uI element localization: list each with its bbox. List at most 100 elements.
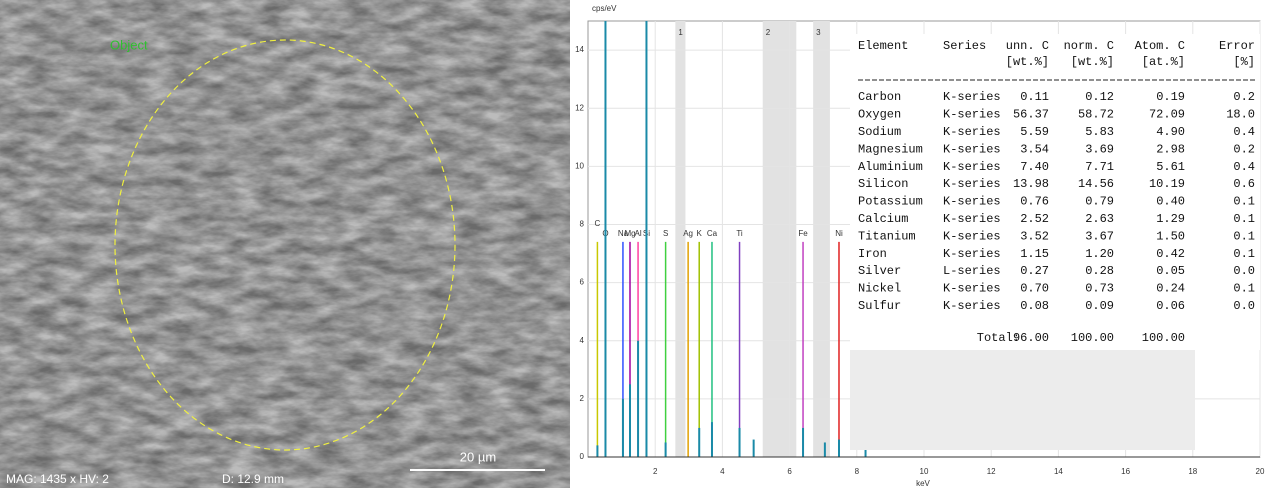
region-label: 3 <box>816 28 821 37</box>
table-cell: 0.40 <box>1156 195 1185 209</box>
y-tick-label: 6 <box>580 278 585 287</box>
table-cell: 0.1 <box>1233 247 1255 261</box>
table-cell: Aluminium <box>858 160 923 174</box>
table-cell: K-series <box>943 299 1001 313</box>
marker-label: S <box>663 229 668 238</box>
table-cell: 18.0 <box>1226 108 1255 122</box>
x-tick-label: 6 <box>787 467 792 476</box>
table-cell: 0.08 <box>1020 299 1049 313</box>
table-cell: 0.05 <box>1156 264 1185 278</box>
x-tick-label: 4 <box>720 467 725 476</box>
region <box>763 21 797 457</box>
table-cell: 0.42 <box>1156 247 1185 261</box>
table-cell: 3.69 <box>1085 142 1114 156</box>
header-cell: norm. C <box>1064 39 1114 53</box>
table-cell: 1.29 <box>1156 212 1185 226</box>
marker-label: C <box>595 219 601 228</box>
header-cell: unn. C <box>1006 39 1049 53</box>
table-cell: 0.12 <box>1085 90 1114 104</box>
x-tick-label: 16 <box>1121 467 1130 476</box>
table-cell: 0.19 <box>1156 90 1185 104</box>
sem-texture <box>0 0 570 488</box>
table-cell: K-series <box>943 195 1001 209</box>
table-cell: 0.70 <box>1020 282 1049 296</box>
table-cell: 0.79 <box>1085 195 1114 209</box>
header-cell: Error <box>1219 39 1255 53</box>
table-cell: 0.0 <box>1233 264 1255 278</box>
table-cell: 0.09 <box>1085 299 1114 313</box>
table-cell: 0.28 <box>1085 264 1114 278</box>
region-label: 1 <box>678 28 683 37</box>
table-cell: 1.20 <box>1085 247 1114 261</box>
table-cell: 1.15 <box>1020 247 1049 261</box>
table-cell: 0.06 <box>1156 299 1185 313</box>
table-cell: 0.2 <box>1233 90 1255 104</box>
x-tick-label: 18 <box>1188 467 1197 476</box>
table-cell: Iron <box>858 247 887 261</box>
table-cell: K-series <box>943 142 1001 156</box>
y-tick-label: 2 <box>580 394 585 403</box>
table-shadow <box>850 350 1195 450</box>
table-cell: Sulfur <box>858 299 901 313</box>
table-cell: 1.50 <box>1156 229 1185 243</box>
region <box>813 21 830 457</box>
table-cell: 7.71 <box>1085 160 1114 174</box>
table-cell: Oxygen <box>858 108 901 122</box>
y-tick-label: 14 <box>575 45 584 54</box>
sem-image: Object MAG: 1435 x HV: 2 D: 12.9 mm 20 µ… <box>0 0 570 488</box>
table-cell: 0.4 <box>1233 125 1255 139</box>
table-cell: Carbon <box>858 90 901 104</box>
total-cell: 100.00 <box>1071 331 1114 345</box>
y-tick-label: 4 <box>580 336 585 345</box>
table-cell: K-series <box>943 247 1001 261</box>
y-tick-label: 10 <box>575 161 584 170</box>
table-cell: K-series <box>943 282 1001 296</box>
table-cell: 5.59 <box>1020 125 1049 139</box>
sem-info: D: 12.9 mm <box>222 472 284 486</box>
marker-label: Ag <box>683 229 693 238</box>
table-cell: 0.1 <box>1233 229 1255 243</box>
x-tick-label: 8 <box>855 467 860 476</box>
region-label: Object <box>110 37 148 52</box>
header-cell: [at.%] <box>1142 55 1185 69</box>
table-cell: Potassium <box>858 195 923 209</box>
marker-label: Ti <box>736 229 743 238</box>
table-cell: K-series <box>943 229 1001 243</box>
table-cell: 5.61 <box>1156 160 1185 174</box>
total-cell: 100.00 <box>1142 331 1185 345</box>
table-cell: 58.72 <box>1078 108 1114 122</box>
table-cell: 0.27 <box>1020 264 1049 278</box>
table-cell: 3.52 <box>1020 229 1049 243</box>
x-tick-label: 10 <box>920 467 929 476</box>
marker-label: Ni <box>835 229 843 238</box>
marker-label: Fe <box>798 229 808 238</box>
table-cell: 0.2 <box>1233 142 1255 156</box>
marker-label: Ca <box>707 229 718 238</box>
marker-label: Al <box>635 229 642 238</box>
table-cell: 13.98 <box>1013 177 1049 191</box>
x-tick-label: 14 <box>1054 467 1063 476</box>
header-cell: [wt.%] <box>1071 55 1114 69</box>
table-cell: Silver <box>858 264 901 278</box>
header-cell: Series <box>943 39 986 53</box>
x-axis-label: keV <box>916 479 930 488</box>
table-cell: 2.52 <box>1020 212 1049 226</box>
header-cell: Element <box>858 39 908 53</box>
scale-label: 20 µm <box>460 449 496 464</box>
table-cell: 3.54 <box>1020 142 1049 156</box>
table-cell: Silicon <box>858 177 908 191</box>
x-tick-label: 2 <box>653 467 658 476</box>
x-tick-label: 20 <box>1256 467 1265 476</box>
region-label: 2 <box>766 28 771 37</box>
table-cell: 56.37 <box>1013 108 1049 122</box>
marker-label: K <box>697 229 703 238</box>
table-cell: K-series <box>943 108 1001 122</box>
y-axis-label: cps/eV <box>592 4 617 13</box>
table-cell: 2.98 <box>1156 142 1185 156</box>
table-cell: 0.73 <box>1085 282 1114 296</box>
table-cell: L-series <box>943 264 1001 278</box>
table-cell: K-series <box>943 125 1001 139</box>
table-cell: 0.4 <box>1233 160 1255 174</box>
table-cell: 14.56 <box>1078 177 1114 191</box>
table-cell: 7.40 <box>1020 160 1049 174</box>
